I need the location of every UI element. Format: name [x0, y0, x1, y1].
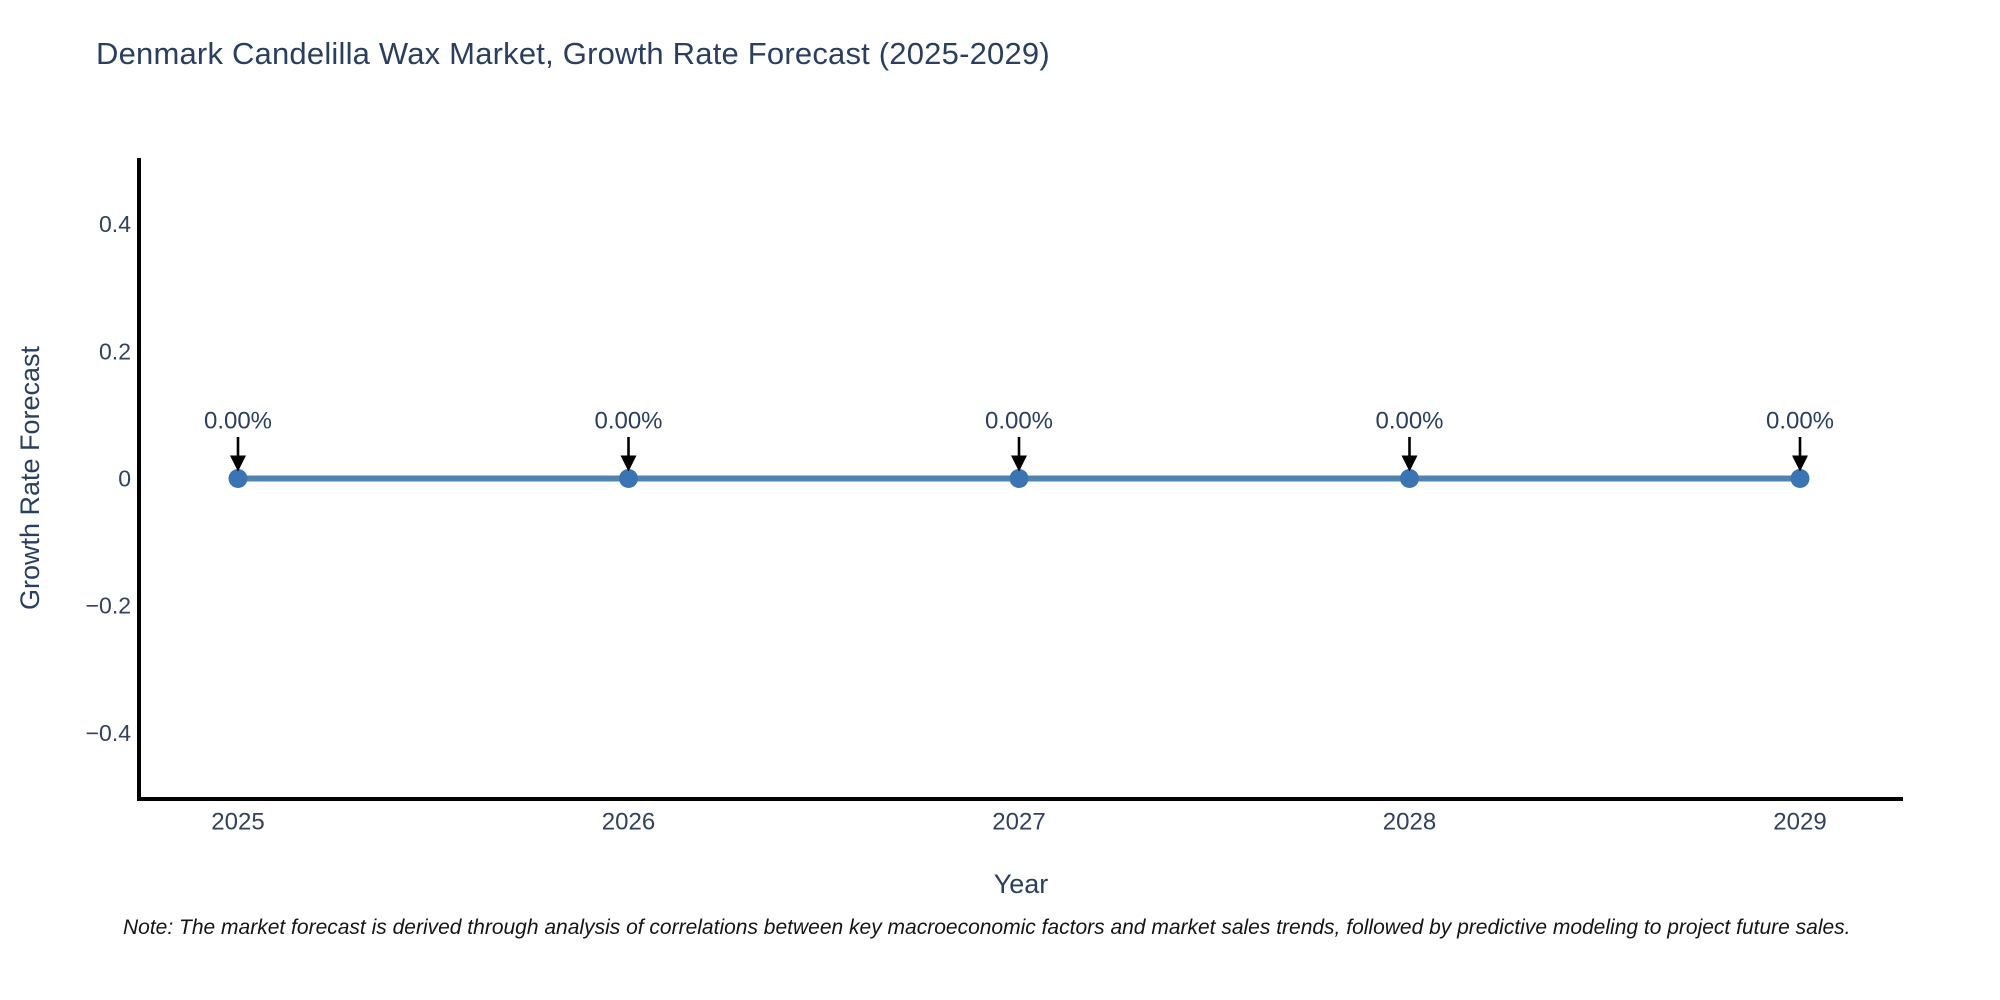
annotation-label: 0.00% — [985, 408, 1053, 435]
x-tick-label: 2027 — [992, 809, 1045, 836]
x-axis-title: Year — [994, 869, 1049, 899]
data-point-marker[interactable] — [1790, 469, 1810, 488]
y-tick-label: 0 — [118, 466, 131, 492]
data-point-marker[interactable] — [228, 469, 248, 488]
data-point-marker[interactable] — [1400, 469, 1419, 488]
x-tick-label: 2028 — [1383, 809, 1436, 836]
chart-title: Denmark Candelilla Wax Market, Growth Ra… — [96, 36, 1050, 71]
annotation-arrowhead — [1792, 455, 1808, 472]
annotation-label: 0.00% — [1766, 408, 1834, 435]
annotation-arrowhead — [620, 455, 637, 472]
y-tick-label: −0.2 — [86, 593, 131, 619]
x-tick-label: 2029 — [1773, 809, 1826, 836]
y-axis-title: Growth Rate Forecast — [15, 345, 45, 610]
x-tick-label: 2026 — [602, 809, 655, 836]
annotation-arrowhead — [1401, 455, 1418, 472]
annotation-label: 0.00% — [594, 408, 662, 435]
data-point-marker[interactable] — [1009, 469, 1029, 488]
y-tick-label: 0.4 — [99, 211, 131, 237]
annotation-label: 0.00% — [1375, 408, 1443, 435]
y-tick-label: 0.2 — [99, 338, 131, 364]
annotation-arrowhead — [230, 455, 246, 472]
y-tick-label: −0.4 — [86, 720, 132, 746]
annotation-label: 0.00% — [204, 408, 272, 435]
x-tick-label: 2025 — [211, 809, 264, 836]
footnote: Note: The market forecast is derived thr… — [123, 916, 1851, 939]
annotation-arrowhead — [1011, 455, 1027, 472]
data-point-marker[interactable] — [619, 469, 638, 488]
